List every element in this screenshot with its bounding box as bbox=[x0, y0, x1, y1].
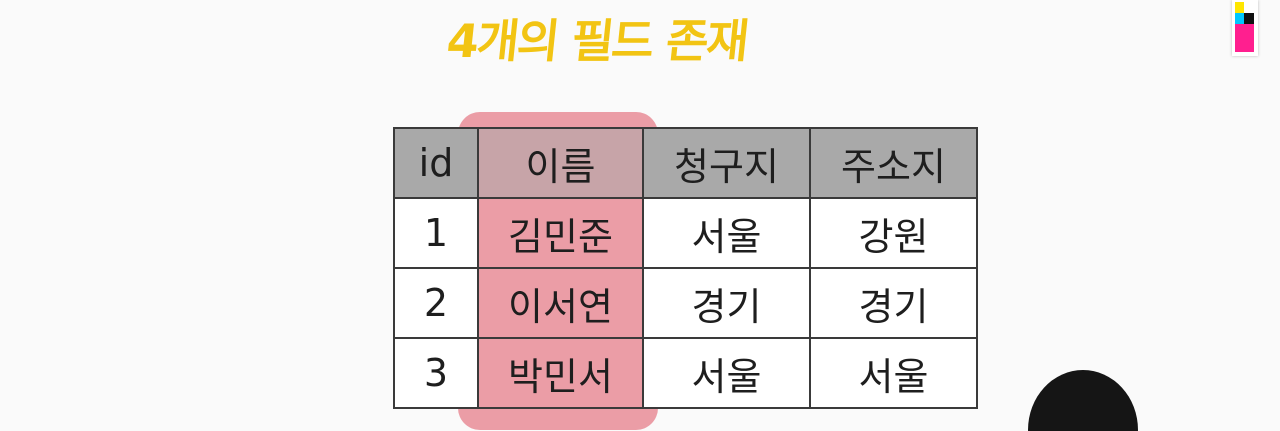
table-row: 3 박민서 서울 서울 bbox=[393, 337, 978, 409]
header-address: 주소지 bbox=[809, 127, 978, 199]
black-swatch bbox=[1244, 13, 1254, 24]
cell-address: 서울 bbox=[809, 337, 978, 409]
header-billing: 청구지 bbox=[642, 127, 811, 199]
cell-id: 1 bbox=[393, 197, 479, 269]
cell-address: 강원 bbox=[809, 197, 978, 269]
cyan-swatch bbox=[1235, 13, 1244, 24]
header-name: 이름 bbox=[477, 127, 644, 199]
slide-title-handwritten: 4개의 필드 존재 bbox=[444, 14, 750, 68]
cell-name: 박민서 bbox=[477, 337, 644, 409]
cell-name: 이서연 bbox=[477, 267, 644, 339]
header-id: id bbox=[393, 127, 479, 199]
color-calibration-chip bbox=[1232, 0, 1258, 56]
magenta-swatch bbox=[1235, 24, 1254, 52]
data-table: id 이름 청구지 주소지 1 김민준 서울 강원 2 이서연 경기 경기 3 … bbox=[393, 127, 978, 409]
presenter-avatar bbox=[1028, 370, 1138, 431]
cell-address: 경기 bbox=[809, 267, 978, 339]
yellow-swatch bbox=[1235, 2, 1244, 13]
cell-billing: 서울 bbox=[642, 197, 811, 269]
cell-billing: 경기 bbox=[642, 267, 811, 339]
table-row: 1 김민준 서울 강원 bbox=[393, 197, 978, 269]
cell-name: 김민준 bbox=[477, 197, 644, 269]
cell-id: 3 bbox=[393, 337, 479, 409]
cell-billing: 서울 bbox=[642, 337, 811, 409]
table-header-row: id 이름 청구지 주소지 bbox=[393, 127, 978, 199]
table-row: 2 이서연 경기 경기 bbox=[393, 267, 978, 339]
cell-id: 2 bbox=[393, 267, 479, 339]
